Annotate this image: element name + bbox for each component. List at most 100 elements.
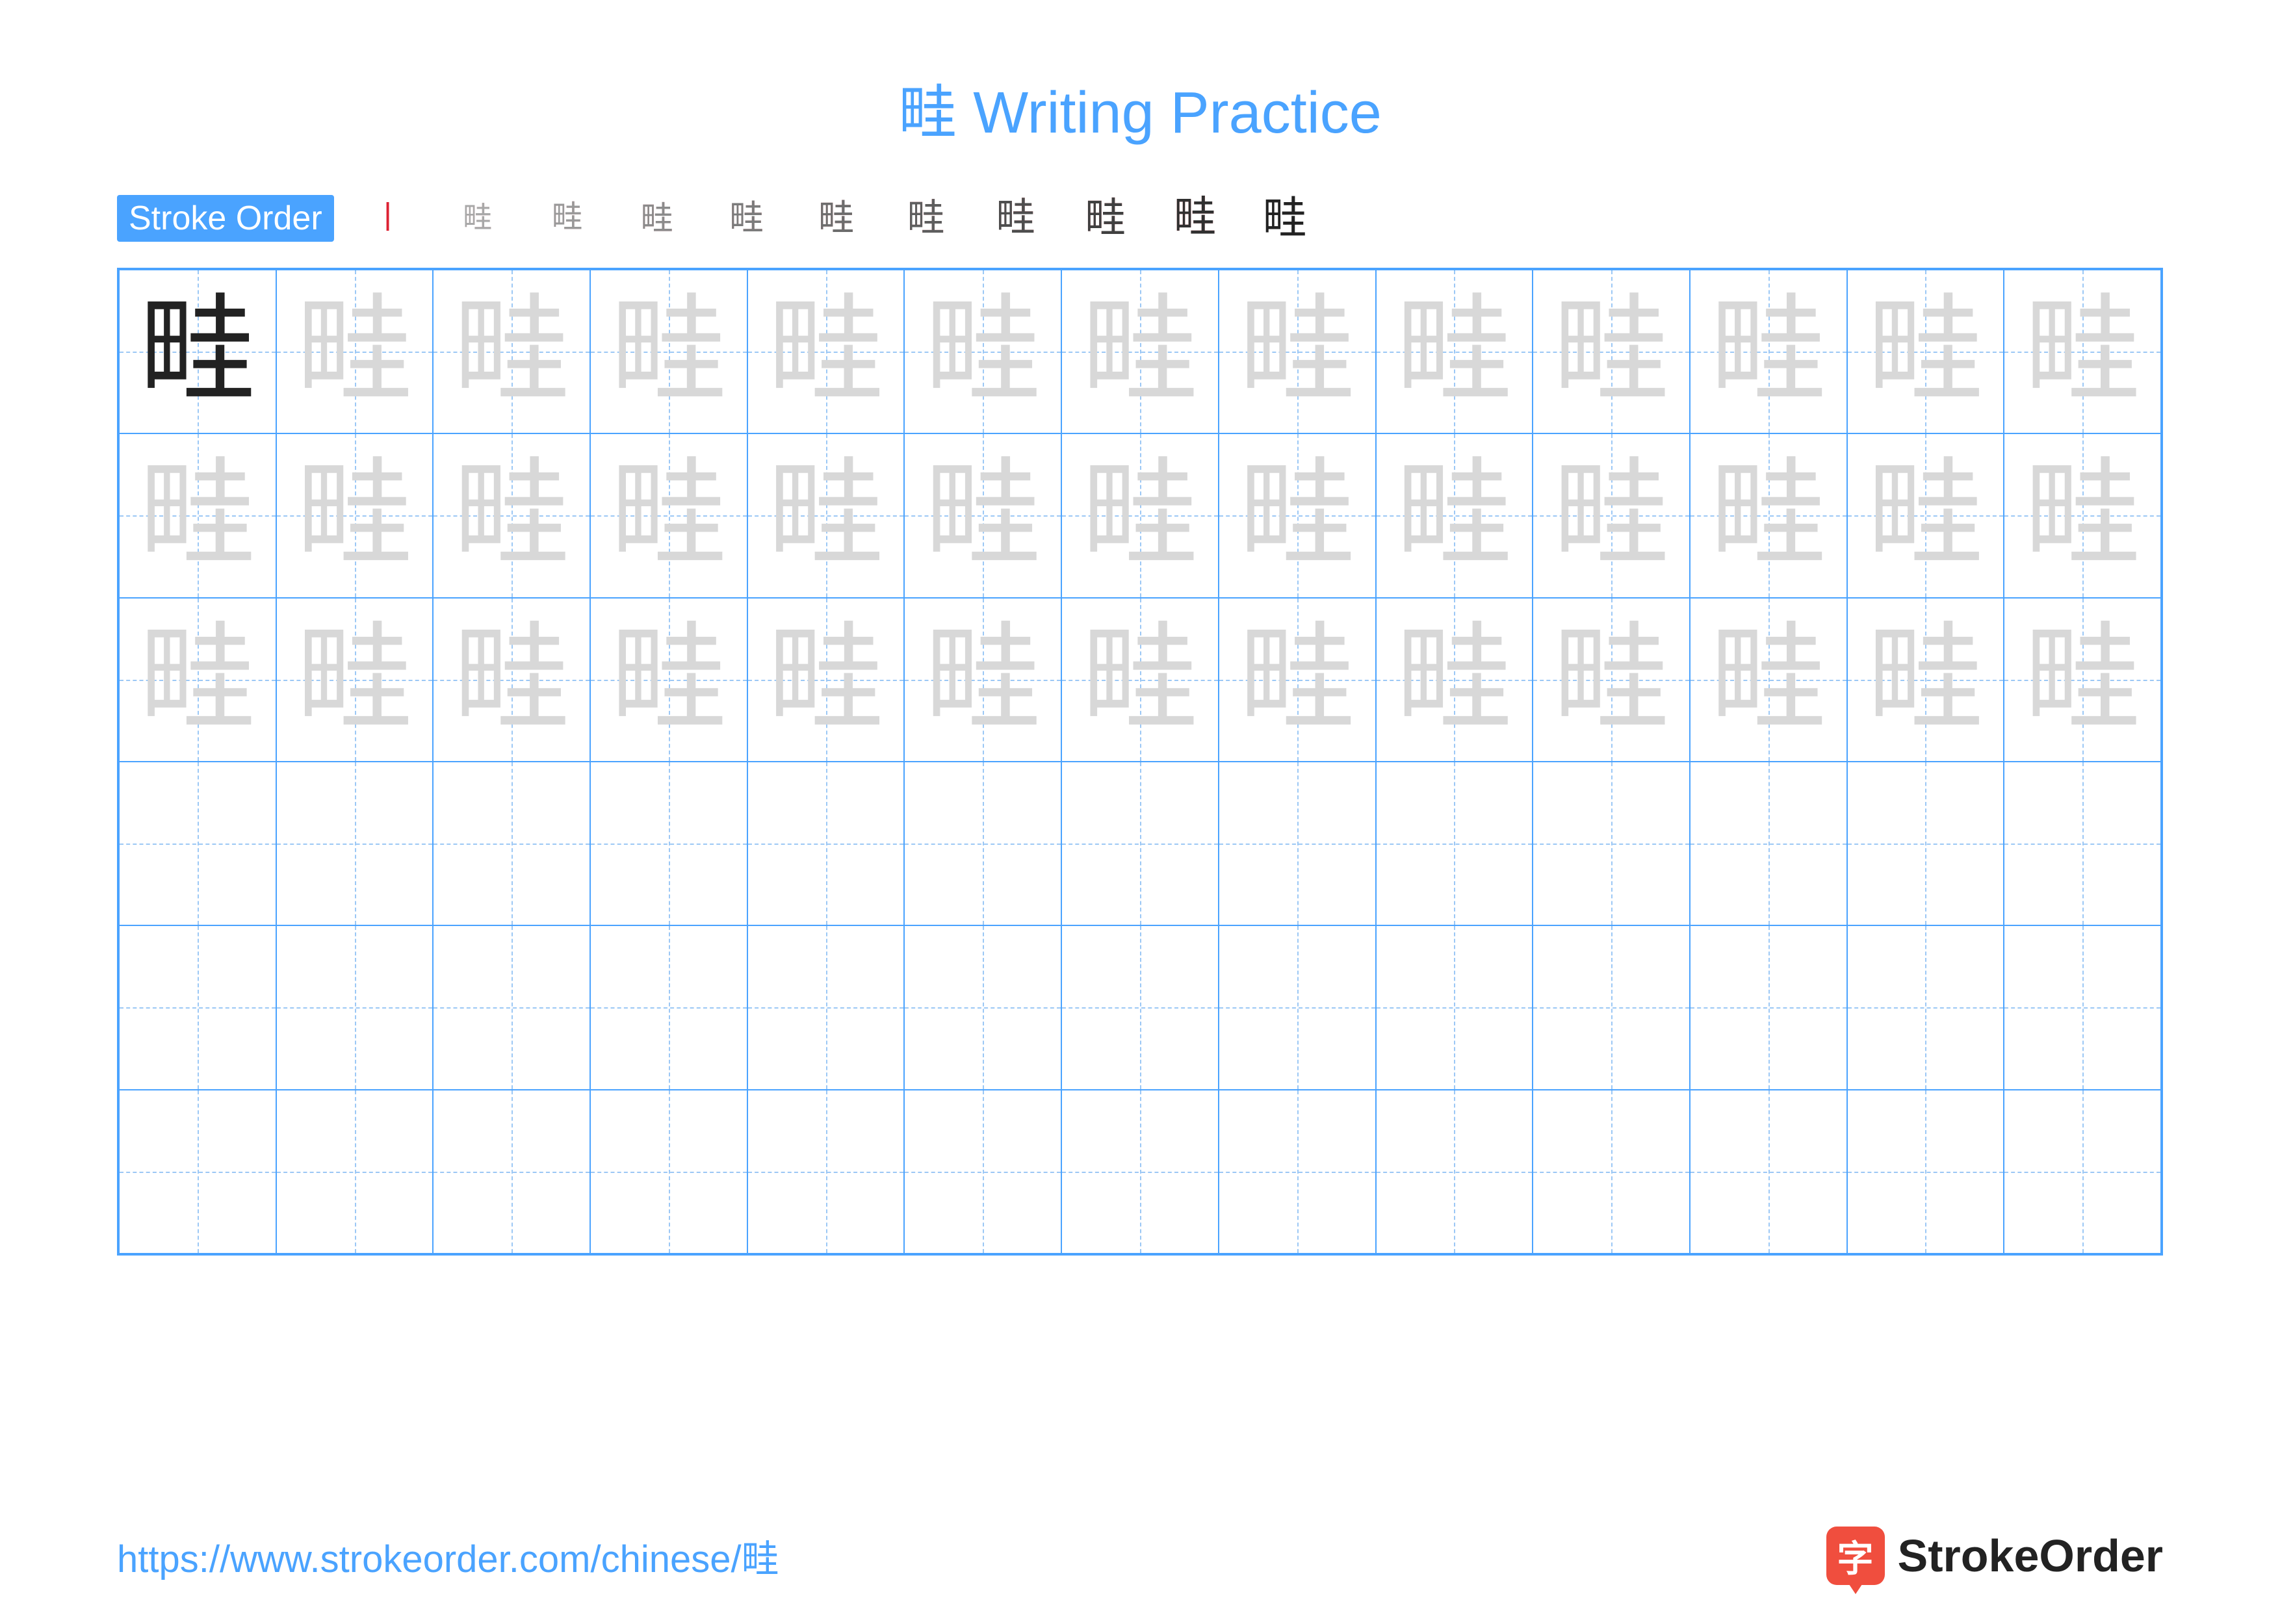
grid-cell: [2004, 762, 2161, 925]
grid-cell: [2004, 925, 2161, 1089]
trace-character: 畦: [924, 293, 1041, 410]
page-title: 畦 Writing Practice: [39, 65, 2241, 149]
grid-cell: [1533, 925, 1690, 1089]
stroke-step: 畦: [621, 202, 693, 235]
brand-icon-char: 字: [1837, 1530, 1874, 1582]
stroke-step: 畦: [711, 201, 783, 236]
title-text: Writing Practice: [973, 81, 1382, 146]
grid-cell: 畦: [119, 270, 276, 433]
trace-character: 畦: [1553, 457, 1670, 574]
grid-cell: [1690, 762, 1847, 925]
trace-character: 畦: [139, 621, 256, 738]
grid-cell: [119, 925, 276, 1089]
grid-cell: 畦: [1061, 598, 1219, 762]
grid-cell: [904, 1090, 1061, 1254]
grid-cell: [433, 1090, 590, 1254]
grid-cell: 畦: [2004, 598, 2161, 762]
trace-character: 畦: [610, 293, 727, 410]
grid-cell: 畦: [1533, 433, 1690, 597]
grid-cell: [1690, 1090, 1847, 1254]
grid-cell: [119, 762, 276, 925]
grid-cell: 畦: [1533, 270, 1690, 433]
grid-cell: 畦: [1061, 433, 1219, 597]
grid-cell: [433, 762, 590, 925]
grid-cell: 畦: [1219, 433, 1376, 597]
trace-character: 畦: [1395, 457, 1512, 574]
stroke-step: 畦: [1249, 196, 1321, 240]
trace-character: 畦: [2024, 457, 2141, 574]
grid-cell: 畦: [1061, 270, 1219, 433]
stroke-step: 畦: [980, 199, 1052, 238]
trace-character: 畦: [610, 621, 727, 738]
grid-cell: 畦: [1847, 433, 2004, 597]
practice-grid: 畦畦畦畦畦畦畦畦畦畦畦畦畦畦畦畦畦畦畦畦畦畦畦畦畦畦畦畦畦畦畦畦畦畦畦畦畦畦畦: [117, 268, 2163, 1256]
grid-cell: 畦: [590, 270, 747, 433]
grid-cell: 畦: [276, 270, 434, 433]
stroke-order-section: Stroke Order 丨畦畦畦畦畦畦畦畦畦畦: [117, 195, 2241, 242]
grid-cell: [1376, 762, 1533, 925]
trace-character: 畦: [139, 457, 256, 574]
trace-character: 畦: [296, 621, 413, 738]
trace-character: 畦: [453, 293, 570, 410]
grid-cell: 畦: [1376, 270, 1533, 433]
brand-icon: 字: [1826, 1527, 1885, 1585]
grid-cell: 畦: [1376, 598, 1533, 762]
grid-cell: 畦: [119, 433, 276, 597]
grid-cell: 畦: [1219, 598, 1376, 762]
grid-cell: [119, 1090, 276, 1254]
title-character: 畦: [898, 81, 957, 146]
grid-cell: [1061, 925, 1219, 1089]
grid-cell: [1533, 1090, 1690, 1254]
grid-cell: 畦: [119, 598, 276, 762]
brand-name: StrokeOrder: [1898, 1530, 2163, 1582]
trace-character: 畦: [1395, 293, 1512, 410]
trace-character: 畦: [296, 457, 413, 574]
grid-cell: 畦: [904, 598, 1061, 762]
trace-character: 畦: [453, 621, 570, 738]
grid-cell: 畦: [1219, 270, 1376, 433]
grid-cell: [1219, 762, 1376, 925]
trace-character: 畦: [1082, 457, 1198, 574]
footer: https://www.strokeorder.com/chinese/畦 字 …: [117, 1527, 2163, 1585]
grid-cell: 畦: [276, 598, 434, 762]
grid-cell: [1847, 1090, 2004, 1254]
stroke-step: 丨: [352, 203, 424, 234]
trace-character: 畦: [1867, 621, 1984, 738]
grid-cell: [1061, 762, 1219, 925]
source-url[interactable]: https://www.strokeorder.com/chinese/畦: [117, 1528, 779, 1583]
grid-cell: [590, 925, 747, 1089]
trace-character: 畦: [1553, 293, 1670, 410]
grid-cell: [276, 1090, 434, 1254]
grid-cell: [1847, 762, 2004, 925]
grid-cell: 畦: [2004, 270, 2161, 433]
grid-cell: [433, 925, 590, 1089]
trace-character: 畦: [1553, 621, 1670, 738]
worksheet-page: 畦 Writing Practice Stroke Order 丨畦畦畦畦畦畦畦…: [39, 65, 2241, 1624]
grid-cell: 畦: [1690, 270, 1847, 433]
trace-character: 畦: [1239, 457, 1356, 574]
stroke-step: 畦: [532, 203, 603, 234]
trace-character: 畦: [453, 457, 570, 574]
trace-character: 畦: [1239, 621, 1356, 738]
trace-character: 畦: [1239, 293, 1356, 410]
trace-character: 畦: [296, 293, 413, 410]
grid-cell: [1061, 1090, 1219, 1254]
trace-character: 畦: [610, 457, 727, 574]
grid-cell: [904, 762, 1061, 925]
grid-cell: 畦: [590, 433, 747, 597]
grid-cell: [1219, 1090, 1376, 1254]
grid-cell: 畦: [433, 598, 590, 762]
grid-cell: [2004, 1090, 2161, 1254]
grid-cell: 畦: [590, 598, 747, 762]
trace-character: 畦: [1710, 293, 1827, 410]
trace-character: 畦: [1867, 293, 1984, 410]
stroke-order-steps: 丨畦畦畦畦畦畦畦畦畦畦: [352, 196, 1321, 240]
stroke-step: 畦: [890, 200, 962, 237]
stroke-order-label: Stroke Order: [117, 195, 334, 242]
grid-cell: [590, 1090, 747, 1254]
grid-cell: 畦: [1847, 270, 2004, 433]
trace-character: 畦: [1395, 621, 1512, 738]
grid-cell: [1376, 1090, 1533, 1254]
grid-cell: 畦: [904, 433, 1061, 597]
grid-cell: [904, 925, 1061, 1089]
